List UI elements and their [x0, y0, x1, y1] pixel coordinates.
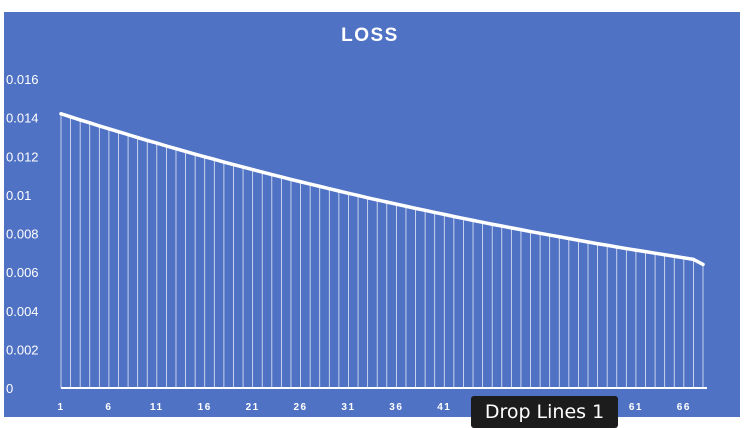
data-point[interactable]: [88, 121, 92, 125]
data-point[interactable]: [260, 170, 264, 174]
data-point[interactable]: [691, 257, 696, 261]
data-point[interactable]: [567, 236, 571, 241]
drop-lines[interactable]: [60, 113, 704, 388]
data-point[interactable]: [145, 138, 149, 143]
loss-series-markers[interactable]: [59, 112, 705, 266]
chart-area[interactable]: LOSS 0 0.002 0.004 0.006 0.008 0.01 0.012 0.014…: [4, 12, 740, 417]
data-point[interactable]: [126, 133, 130, 137]
x-tick-label: 1: [57, 402, 64, 413]
data-point[interactable]: [337, 189, 341, 193]
data-point[interactable]: [107, 127, 111, 131]
data-point[interactable]: [318, 184, 322, 188]
data-point[interactable]: [193, 152, 197, 156]
chart-background: [4, 12, 740, 417]
data-point[interactable]: [394, 202, 398, 206]
data-point[interactable]: [68, 115, 73, 119]
y-tick-label: 0.006: [6, 265, 39, 280]
data-point[interactable]: [461, 216, 466, 221]
data-point[interactable]: [595, 242, 600, 246]
data-point[interactable]: [241, 165, 245, 169]
data-point[interactable]: [586, 240, 590, 244]
data-point[interactable]: [136, 135, 140, 140]
data-point[interactable]: [366, 196, 370, 200]
data-point[interactable]: [164, 144, 169, 148]
data-point[interactable]: [413, 206, 418, 210]
x-tick-label: 41: [437, 402, 451, 413]
data-point[interactable]: [433, 210, 437, 215]
y-tick-label: 0: [6, 381, 13, 396]
data-point[interactable]: [97, 124, 101, 128]
data-point[interactable]: [423, 208, 427, 212]
data-point[interactable]: [279, 175, 283, 179]
data-point[interactable]: [404, 204, 408, 208]
data-point[interactable]: [155, 141, 159, 145]
data-point[interactable]: [634, 248, 638, 252]
y-tick-label: 0.012: [6, 149, 39, 164]
data-point[interactable]: [346, 191, 351, 195]
data-point[interactable]: [375, 198, 379, 202]
data-point[interactable]: [442, 212, 446, 216]
data-point[interactable]: [183, 149, 188, 154]
y-axis-labels: 0 0.002 0.004 0.006 0.008 0.01 0.012 0.014 0.016: [6, 72, 39, 396]
loss-series-line[interactable]: [59, 112, 705, 267]
y-tick-label: 0.014: [6, 111, 39, 126]
data-point[interactable]: [356, 193, 360, 198]
data-point[interactable]: [212, 157, 216, 161]
data-point[interactable]: [59, 112, 63, 116]
y-tick-label: 0.008: [6, 227, 39, 242]
data-point[interactable]: [116, 130, 121, 134]
data-point[interactable]: [308, 182, 312, 186]
y-tick-label: 0.01: [6, 188, 31, 203]
chart-title: LOSS: [341, 25, 399, 46]
data-point[interactable]: [174, 147, 178, 151]
x-tick-label: 11: [150, 402, 164, 413]
data-point[interactable]: [298, 180, 303, 184]
data-point[interactable]: [251, 167, 255, 172]
data-point[interactable]: [222, 160, 226, 164]
data-point[interactable]: [672, 254, 676, 258]
data-point[interactable]: [231, 162, 236, 167]
data-point[interactable]: [509, 226, 513, 230]
x-tick-label: 6: [105, 402, 112, 413]
data-point[interactable]: [576, 238, 581, 242]
data-point[interactable]: [289, 177, 293, 182]
data-point[interactable]: [557, 235, 561, 239]
data-point[interactable]: [624, 246, 628, 251]
data-point[interactable]: [481, 220, 485, 224]
data-point[interactable]: [327, 187, 331, 191]
x-tick-label: 66: [677, 402, 691, 413]
x-tick-label: 21: [246, 402, 260, 413]
data-point[interactable]: [203, 155, 207, 159]
data-point[interactable]: [663, 253, 667, 257]
y-tick-label: 0.002: [6, 342, 39, 357]
data-point[interactable]: [452, 214, 456, 219]
data-point[interactable]: [538, 231, 542, 235]
data-point[interactable]: [701, 262, 705, 266]
y-tick-label: 0.016: [6, 72, 39, 87]
data-point[interactable]: [548, 233, 552, 237]
data-point[interactable]: [270, 172, 274, 177]
x-tick-label: 36: [389, 402, 403, 413]
data-point[interactable]: [500, 224, 504, 228]
data-point[interactable]: [682, 256, 686, 260]
data-point[interactable]: [519, 228, 523, 232]
data-point[interactable]: [78, 118, 82, 122]
data-point[interactable]: [385, 200, 389, 204]
y-tick-label: 0.004: [6, 304, 39, 319]
loss-chart[interactable]: LOSS 0 0.002 0.004 0.006 0.008 0.01 0.012 0.014…: [4, 12, 740, 417]
drop-lines-tooltip: Drop Lines 1: [471, 396, 618, 428]
x-tick-label: 31: [341, 402, 355, 413]
data-point[interactable]: [643, 250, 648, 254]
x-tick-label: 26: [293, 402, 307, 413]
x-tick-label: 61: [629, 402, 643, 413]
data-point[interactable]: [528, 229, 533, 234]
data-point[interactable]: [653, 251, 657, 255]
x-tick-label: 16: [198, 402, 212, 413]
data-point[interactable]: [615, 245, 619, 249]
data-point[interactable]: [471, 218, 475, 222]
data-point[interactable]: [490, 222, 494, 226]
data-point[interactable]: [605, 243, 609, 247]
